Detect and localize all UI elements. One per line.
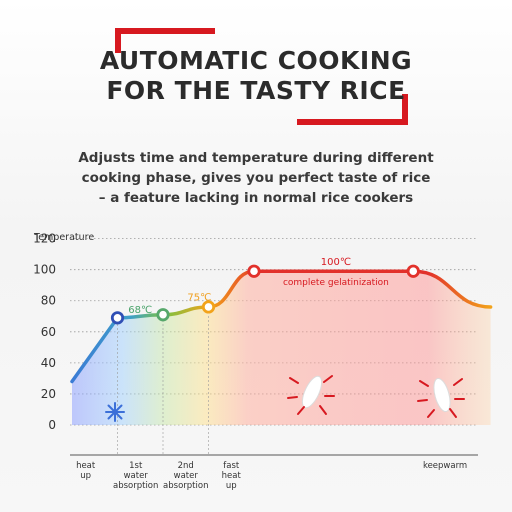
- phase-label-line: up: [226, 481, 237, 491]
- subtitle-line-2: cooking phase, gives you perfect taste o…: [81, 170, 431, 186]
- phase-label-line: water: [124, 471, 149, 481]
- page-subtitle: Adjusts time and temperature during diff…: [40, 148, 472, 208]
- phase-dividers: [117, 316, 209, 455]
- snowflake-icon: [105, 402, 125, 422]
- temperature-marker: [406, 264, 420, 278]
- rice-grain-icon: [417, 377, 465, 418]
- annotation-label: 68℃: [128, 305, 152, 316]
- y-tick-label: 100: [33, 263, 56, 277]
- y-tick-label: 60: [41, 325, 56, 339]
- subtitle-line-3: – a feature lacking in normal rice cooke…: [98, 190, 414, 206]
- area-fill: [72, 271, 491, 425]
- rice-grain-icon: [287, 375, 335, 415]
- phase-label-line: 2nd: [178, 461, 194, 471]
- phase-label-line: up: [80, 471, 91, 481]
- temperature-markers: [110, 264, 420, 325]
- page-title-line-1: AUTOMATIC COOKING: [99, 46, 413, 75]
- chart-annotations: 68℃ 75℃ 100℃ complete gelatinization: [128, 257, 389, 316]
- annotation-label: 75℃: [187, 293, 211, 304]
- phase-label-line: absorption: [113, 481, 158, 491]
- page-title-line-2: FOR THE TASTY RICE: [106, 76, 406, 105]
- y-axis-label: Temperature: [33, 232, 94, 243]
- temperature-marker: [110, 311, 125, 325]
- phase-label-line: keepwarm: [423, 461, 467, 471]
- phase-label-line: absorption: [163, 481, 208, 491]
- y-tick-label: 120: [33, 232, 56, 246]
- y-tick-label: 80: [41, 294, 56, 308]
- y-tick-labels: 0 20 40 60 80 100 120: [33, 232, 56, 432]
- phase-label-line: 1st: [129, 461, 143, 471]
- temperature-marker: [156, 308, 170, 322]
- phase-label-line: heat: [222, 471, 242, 481]
- temperature-marker: [247, 264, 261, 278]
- phase-label-line: heat: [76, 461, 96, 471]
- y-tick-label: 0: [48, 418, 56, 432]
- phase-label: 1st water absorption: [113, 461, 158, 491]
- phase-label: heat up: [76, 461, 96, 481]
- annotation-label: complete gelatinization: [283, 278, 389, 288]
- phase-label: fast heat up: [222, 461, 242, 491]
- page-title: AUTOMATIC COOKING FOR THE TASTY RICE: [0, 46, 512, 106]
- title-bracket-bottom-right: [297, 94, 408, 125]
- y-tick-label: 40: [41, 356, 56, 370]
- phase-label-line: fast: [223, 461, 240, 471]
- phase-label-line: water: [174, 471, 199, 481]
- annotation-label: 100℃: [321, 257, 351, 268]
- phase-label: 2nd water absorption: [163, 461, 208, 491]
- phase-label: keepwarm: [423, 461, 467, 471]
- temperature-marker: [201, 300, 216, 314]
- subtitle-line-1: Adjusts time and temperature during diff…: [78, 150, 434, 166]
- y-tick-label: 20: [41, 387, 56, 401]
